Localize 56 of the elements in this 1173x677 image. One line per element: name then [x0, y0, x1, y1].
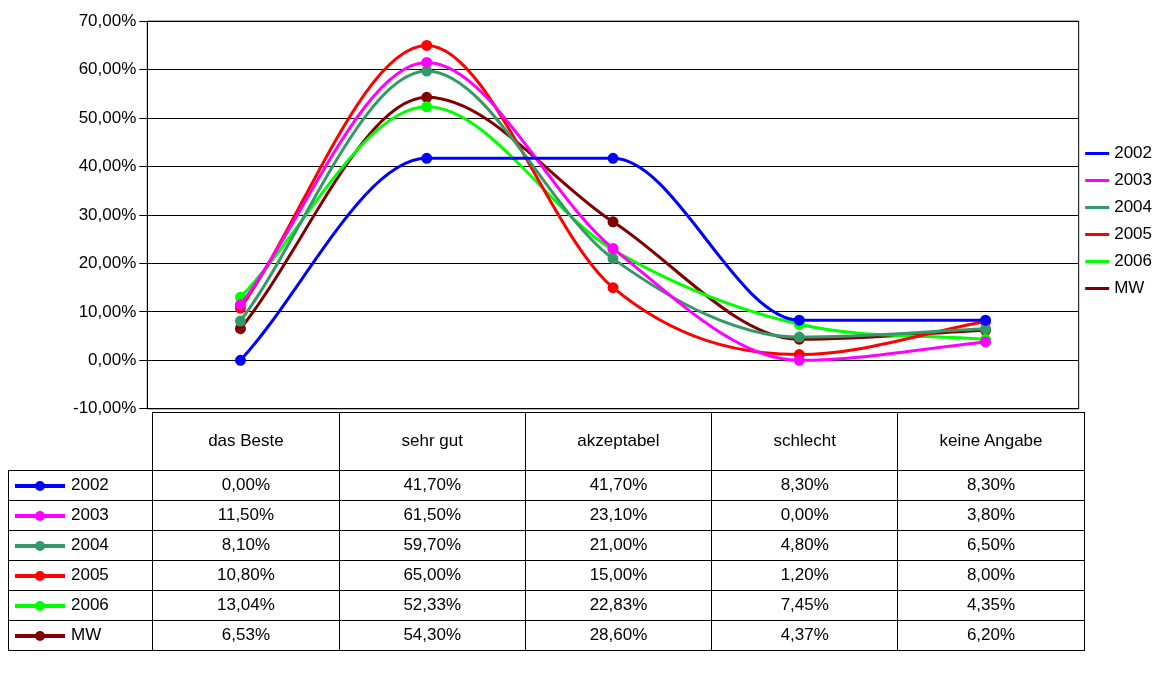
x-tick-label: sehr gut: [339, 412, 526, 471]
data-label: 22,83%: [525, 590, 712, 621]
x-tick-label: akzeptabel: [525, 412, 712, 471]
data-label: 1,20%: [711, 560, 898, 591]
data-label: 52,33%: [339, 590, 526, 621]
data-label: 59,70%: [339, 530, 526, 561]
data-label: 4,80%: [711, 530, 898, 561]
data-label: 41,70%: [525, 470, 712, 501]
y-tick-label: 70,00%: [78, 10, 137, 30]
y-tick-label: 0,00%: [88, 350, 137, 370]
data-label: 6,53%: [152, 620, 340, 651]
data-label: 11,50%: [152, 500, 340, 531]
y-tick-label: 40,00%: [78, 156, 137, 176]
data-label: 21,00%: [525, 530, 712, 561]
data-label: 61,50%: [339, 500, 526, 531]
data-label: 8,00%: [897, 560, 1085, 591]
x-tick-label: das Beste: [152, 412, 340, 471]
data-label: 54,30%: [339, 620, 526, 651]
data-label: 13,04%: [152, 590, 340, 621]
legend-label: 2002: [1114, 143, 1153, 163]
data-label: 41,70%: [339, 470, 526, 501]
data-label: 0,00%: [152, 470, 340, 501]
y-tick-label: -10,00%: [72, 398, 137, 418]
data-label: 0,00%: [711, 500, 898, 531]
data-label: 10,80%: [152, 560, 340, 591]
text: 2006: [71, 595, 109, 615]
text: 2005: [71, 565, 109, 585]
data-label: 7,45%: [711, 590, 898, 621]
text: 2004: [71, 535, 109, 555]
data-label: 28,60%: [525, 620, 712, 651]
legend-label: 2006: [1114, 251, 1153, 271]
data-label: 65,00%: [339, 560, 526, 591]
data-label: 15,00%: [525, 560, 712, 591]
data-label: 4,35%: [897, 590, 1085, 621]
x-tick-label: schlecht: [711, 412, 898, 471]
data-label: 23,10%: [525, 500, 712, 531]
y-tick-label: 30,00%: [78, 204, 137, 224]
text: 2002: [71, 475, 109, 495]
x-tick-label: keine Angabe: [897, 412, 1085, 471]
legend-label: 2005: [1114, 224, 1153, 244]
text: 2003: [71, 505, 109, 525]
legend-label: 2004: [1114, 197, 1153, 217]
y-tick-label: 10,00%: [78, 301, 137, 321]
data-label: 8,30%: [711, 470, 898, 501]
data-label: 4,37%: [711, 620, 898, 651]
y-tick-label: 50,00%: [78, 107, 137, 127]
text: MW: [71, 625, 102, 645]
data-label: 3,80%: [897, 500, 1085, 531]
data-label: 6,20%: [897, 620, 1085, 651]
data-label: 6,50%: [897, 530, 1085, 561]
data-label: 8,10%: [152, 530, 340, 561]
legend-label: MW: [1114, 278, 1145, 298]
y-tick-label: 60,00%: [78, 59, 137, 79]
y-tick-label: 20,00%: [78, 253, 137, 273]
legend-label: 2003: [1114, 170, 1153, 190]
data-label: 8,30%: [897, 470, 1085, 501]
